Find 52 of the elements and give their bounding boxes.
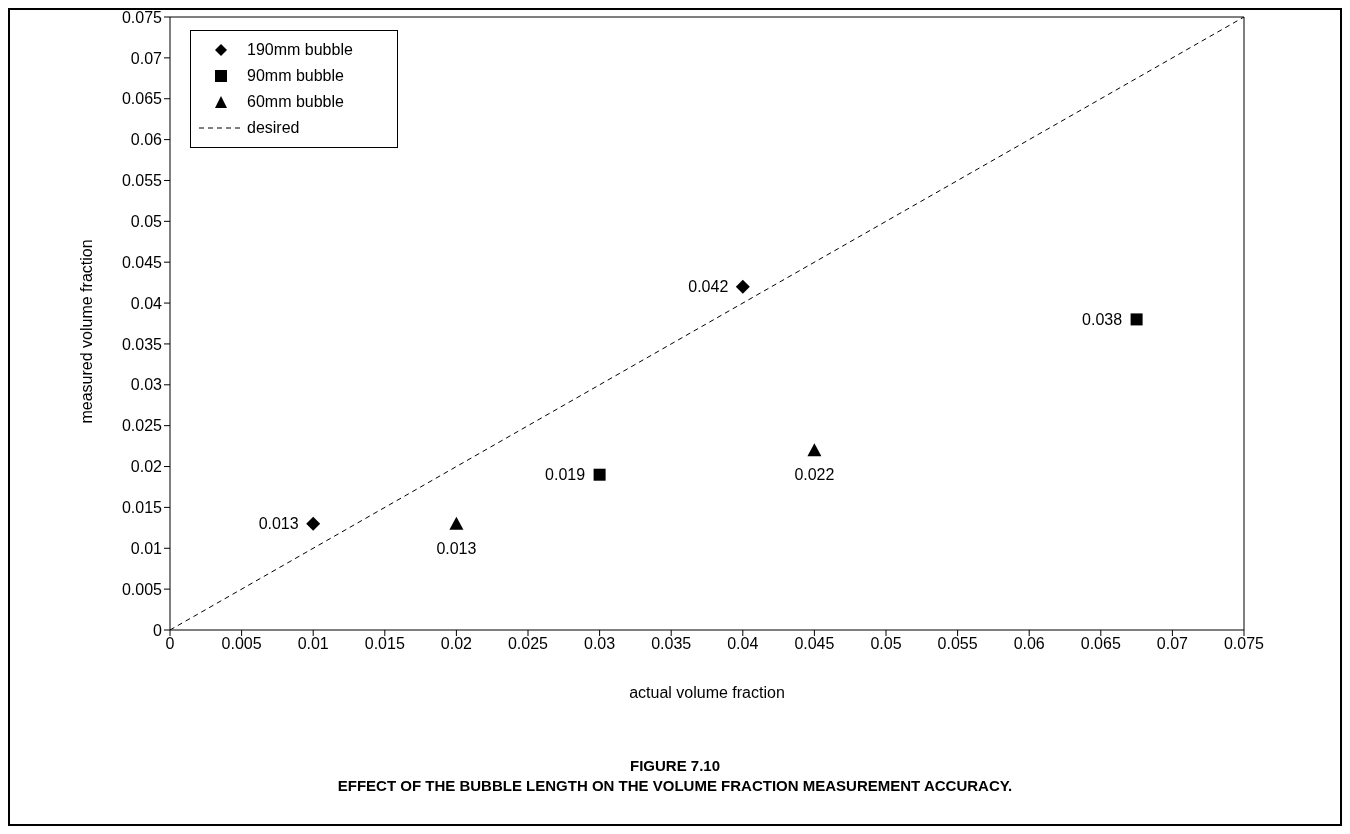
x-tick-label: 0.015 xyxy=(364,635,405,653)
x-tick-label: 0.065 xyxy=(1080,635,1121,653)
text: EFFECT OF THE BUBBLE LENGTH ON THE VOLUME FRACTION MEASUREMENT ACCURACY. xyxy=(336,776,1014,796)
data-label: 0.013 xyxy=(436,539,477,557)
y-tick-label: 0.075 xyxy=(121,8,163,26)
y-tick-label: 0.025 xyxy=(121,417,163,435)
text: FIGURE 7.10 xyxy=(629,756,721,776)
data-label: 0.042 xyxy=(688,278,729,296)
x-tick-label: 0.07 xyxy=(1156,635,1189,653)
x-tick-label: 0.01 xyxy=(297,635,329,653)
x-tick-label: 0 xyxy=(165,635,175,653)
x-tick-label: 0.06 xyxy=(1013,635,1045,653)
x-tick-label: 0.05 xyxy=(870,635,902,653)
y-tick-label: 0.045 xyxy=(121,253,163,271)
point xyxy=(807,443,822,457)
legend-label: 90mm bubble xyxy=(247,66,344,86)
data-label: 0.038 xyxy=(1082,311,1123,329)
y-tick-label: 0.06 xyxy=(130,131,163,149)
y-tick-label: 0.065 xyxy=(121,90,163,108)
point xyxy=(735,279,750,294)
x-tick-label: 0.075 xyxy=(1223,635,1265,653)
y-tick-label: 0.05 xyxy=(130,213,163,231)
y-tick-label: 0.055 xyxy=(121,172,163,190)
x-tick-label: 0.03 xyxy=(584,635,616,653)
y-tick-label: 0.035 xyxy=(121,335,163,353)
x-tick-label: 0.005 xyxy=(221,635,262,653)
x-tick-label: 0.04 xyxy=(727,635,759,653)
point xyxy=(593,468,606,481)
x-tick-label: 0.02 xyxy=(440,635,473,653)
y-tick-label: 0.005 xyxy=(121,580,163,598)
y-tick-label: 0.01 xyxy=(130,539,163,557)
point xyxy=(1130,313,1143,326)
point xyxy=(449,516,464,530)
x-tick-label: 0.025 xyxy=(507,635,549,653)
y-axis-title: measured volume fraction xyxy=(77,239,95,424)
y-tick-label: 0.03 xyxy=(130,376,163,394)
y-tick-label: 0.07 xyxy=(130,49,163,67)
x-axis-title: actual volume fraction xyxy=(629,684,785,701)
y-tick-label: 0 xyxy=(153,621,163,639)
x-tick-label: 0.055 xyxy=(937,635,978,653)
y-tick-label: 0.02 xyxy=(130,458,163,476)
data-label: 0.013 xyxy=(258,515,299,533)
data-label: 0.019 xyxy=(545,466,586,484)
y-tick-label: 0.015 xyxy=(121,499,163,517)
legend-label: desired xyxy=(247,118,300,138)
legend-label: 190mm bubble xyxy=(247,40,353,60)
y-tick-label: 0.04 xyxy=(130,294,163,312)
x-tick-label: 0.035 xyxy=(651,635,692,653)
data-label: 0.022 xyxy=(794,466,835,484)
legend-label: 60mm bubble xyxy=(247,92,344,112)
x-tick-label: 0.045 xyxy=(794,635,835,653)
point xyxy=(306,516,321,531)
